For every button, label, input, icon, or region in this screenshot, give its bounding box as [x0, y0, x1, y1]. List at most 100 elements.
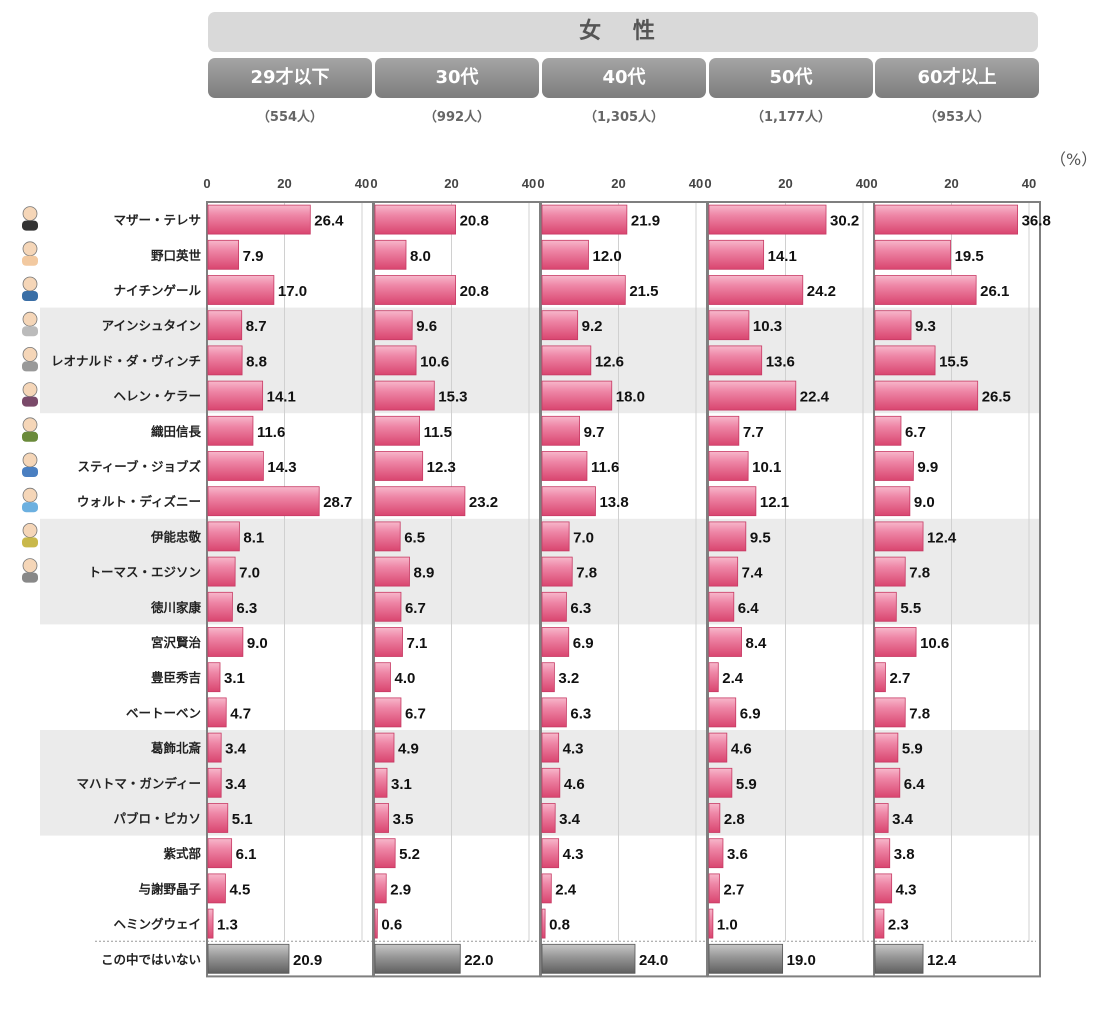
age-group-header: 29才以下	[208, 58, 372, 98]
bar	[374, 732, 395, 763]
bar	[874, 415, 902, 446]
row-label: ナイチンゲール	[113, 283, 201, 298]
bar	[874, 873, 893, 904]
row-label: 伊能忠敬	[150, 529, 202, 544]
panel-frame	[873, 201, 1041, 978]
icon-head	[22, 276, 38, 292]
value-label: 3.8	[894, 846, 915, 863]
bar	[207, 873, 226, 904]
bar	[374, 556, 410, 587]
bar	[374, 415, 420, 446]
bar	[874, 380, 979, 411]
age-group-header: 30代	[375, 58, 539, 98]
value-label: 8.9	[413, 565, 434, 582]
bar	[708, 943, 784, 974]
bar	[207, 908, 214, 939]
row-label: ヘレン・ケラー	[113, 390, 201, 404]
bar	[874, 591, 897, 622]
value-label: 5.1	[232, 811, 253, 828]
respondent-count: （1,177人）	[750, 110, 832, 125]
row-label: この中ではいない	[101, 952, 201, 967]
bar	[374, 803, 389, 833]
bar	[708, 345, 763, 376]
tick-label: 20	[277, 176, 291, 191]
value-label: 9.3	[915, 318, 936, 335]
value-label: 3.1	[224, 670, 245, 687]
tick-label: 20	[611, 176, 625, 191]
value-label: 2.3	[888, 917, 909, 934]
bar	[541, 767, 561, 798]
bar	[374, 345, 417, 376]
woman-icon	[22, 382, 38, 407]
value-label: 19.5	[955, 248, 984, 265]
respondent-count: （992人）	[423, 110, 491, 125]
row-label: 野口英世	[151, 248, 202, 263]
bar	[207, 204, 311, 235]
bar	[374, 486, 466, 517]
bar	[874, 451, 914, 481]
inventor-icon	[22, 558, 38, 583]
age-group-header: 50代	[709, 58, 873, 98]
value-label: 8.1	[243, 529, 264, 546]
respondent-count: （554人）	[256, 110, 324, 125]
value-label: 6.7	[405, 705, 426, 722]
value-label: 15.3	[438, 389, 467, 406]
icon-body	[22, 326, 38, 337]
bar	[207, 415, 254, 446]
value-label: 5.5	[900, 600, 921, 617]
value-label: 7.0	[573, 529, 594, 546]
bar	[207, 627, 244, 657]
value-label: 2.8	[724, 811, 745, 828]
bar	[374, 627, 403, 657]
icon-head	[22, 417, 38, 433]
bar	[374, 521, 401, 552]
value-label: 9.0	[247, 635, 268, 652]
age-group-header: 40代	[542, 58, 706, 98]
value-label: 10.3	[753, 318, 782, 335]
castle-mascot-icon	[22, 487, 38, 513]
value-label: 4.3	[896, 881, 917, 898]
value-label: 4.0	[395, 670, 416, 687]
tick-label: 40	[355, 176, 369, 191]
row-label: 宮沢賢治	[151, 635, 202, 650]
value-label: 4.7	[230, 705, 251, 722]
value-label: 0.8	[549, 917, 570, 934]
row-label: 豊臣秀吉	[151, 670, 201, 685]
value-label: 6.4	[904, 776, 926, 793]
value-label: 8.8	[246, 353, 267, 370]
row-label: トーマス・エジソン	[88, 566, 201, 580]
value-label: 11.5	[424, 424, 452, 441]
bar	[874, 803, 889, 833]
respondent-count: （1,305人）	[583, 110, 665, 125]
nun-icon	[22, 206, 38, 231]
value-label: 20.8	[460, 283, 489, 300]
tick-label: 0	[704, 176, 711, 191]
row-label: ベートーベン	[126, 706, 201, 720]
value-label: 4.6	[731, 741, 752, 758]
bar	[541, 521, 570, 552]
icon-head	[22, 311, 38, 327]
value-label: 22.0	[464, 952, 493, 969]
bar	[708, 591, 735, 622]
value-label: 6.3	[570, 705, 591, 722]
bar	[541, 591, 567, 622]
bar	[874, 486, 911, 517]
icon-body	[22, 220, 38, 231]
icon-head	[22, 452, 38, 468]
value-label: 3.4	[225, 776, 247, 793]
icon-head	[22, 346, 38, 362]
value-label: 3.5	[393, 811, 414, 828]
bar	[207, 838, 233, 869]
icon-head	[22, 241, 38, 257]
bar	[541, 310, 579, 341]
bar	[207, 943, 290, 974]
bar	[708, 310, 750, 341]
value-label: 6.3	[236, 600, 257, 617]
nurse-icon	[22, 276, 38, 301]
value-label: 28.7	[323, 494, 352, 511]
value-label: 7.1	[407, 635, 428, 652]
value-label: 20.9	[293, 952, 322, 969]
bar	[708, 486, 757, 517]
bar	[874, 943, 924, 974]
